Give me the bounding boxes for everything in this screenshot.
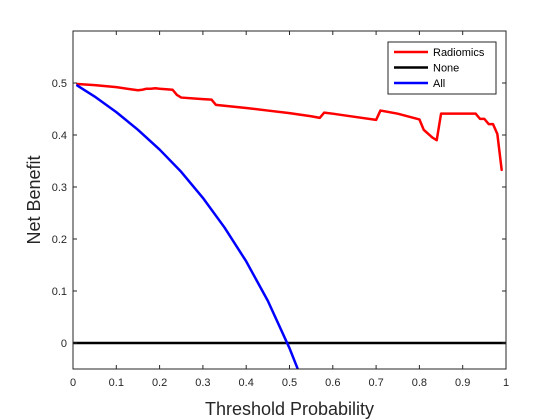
x-tick-label: 0.5: [282, 377, 297, 389]
y-axis: 0 0.1 0.2 0.3 0.4 0.5: [52, 78, 506, 350]
y-axis-label: Net Benefit: [24, 155, 44, 244]
y-tick-label: 0.1: [52, 286, 67, 298]
y-tick-label: 0: [61, 338, 67, 350]
legend-label-all: All: [433, 78, 445, 90]
x-tick-label: 0.6: [325, 377, 340, 389]
series-line-all: [76, 84, 300, 369]
x-tick-label: 1: [503, 377, 509, 389]
legend-label-radiomics: Radiomics: [433, 47, 485, 59]
legend-label-none: None: [433, 63, 459, 75]
x-tick-label: 0: [70, 377, 76, 389]
y-tick-label: 0.2: [52, 234, 67, 246]
series-layer: [73, 82, 506, 369]
series-line-radiomics: [76, 82, 503, 172]
x-tick-label: 0.2: [152, 377, 167, 389]
x-axis: 0 0.1 0.2 0.3 0.4 0.5 0.6 0.7 0.8 0.9 1: [70, 31, 509, 389]
x-axis-label: Threshold Probability: [205, 399, 374, 419]
y-tick-label: 0.5: [52, 78, 67, 90]
x-tick-label: 0.1: [109, 377, 124, 389]
x-tick-label: 0.9: [455, 377, 470, 389]
x-tick-label: 0.4: [239, 377, 254, 389]
x-tick-label: 0.8: [412, 377, 427, 389]
y-tick-label: 0.4: [52, 130, 67, 142]
y-tick-label: 0.3: [52, 182, 67, 194]
legend: Radiomics None All: [387, 41, 497, 95]
x-tick-label: 0.7: [368, 377, 383, 389]
x-tick-label: 0.3: [195, 377, 210, 389]
